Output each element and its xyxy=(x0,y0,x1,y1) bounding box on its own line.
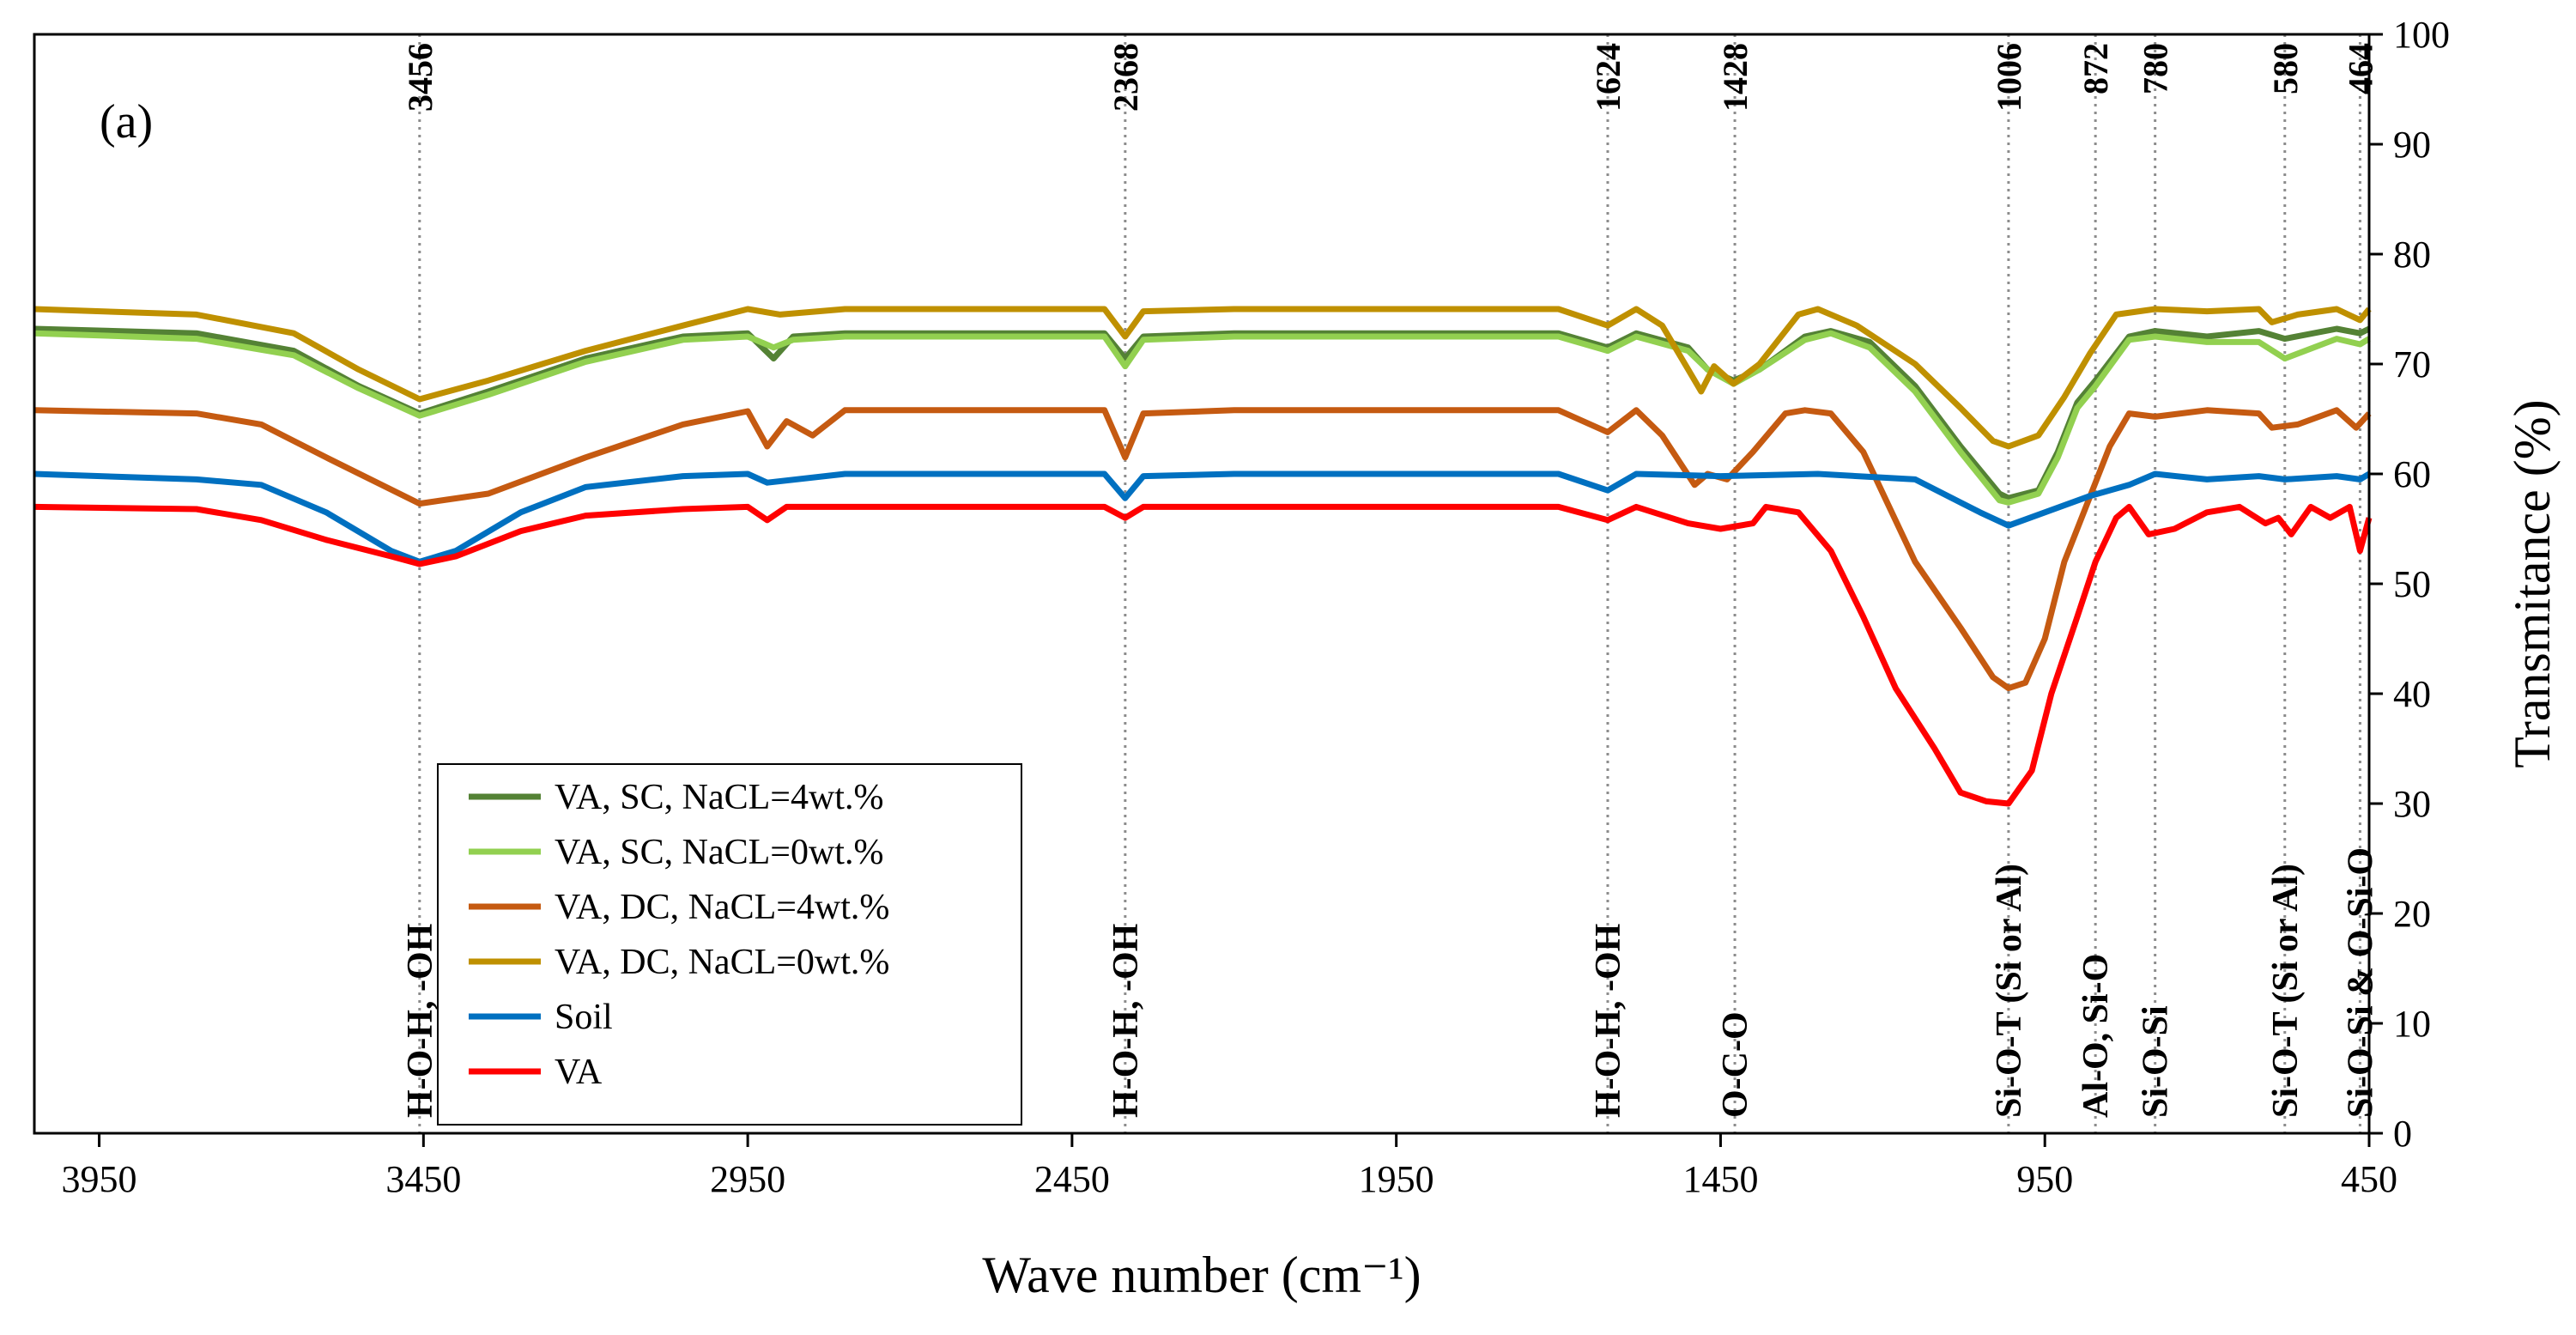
y-tick-label: 10 xyxy=(2393,1003,2431,1045)
x-tick-label: 1450 xyxy=(1682,1158,1758,1200)
legend-label: VA, DC, NaCL=0wt.% xyxy=(555,943,889,982)
series-line-5 xyxy=(33,503,2373,807)
x-tick-label: 1950 xyxy=(1359,1158,1434,1200)
group-label: H-O-H, -OH xyxy=(401,924,440,1118)
series-layer xyxy=(33,306,2373,807)
series-line-4 xyxy=(33,470,2371,565)
group-label: Si-O-T (Si or Al) xyxy=(2266,864,2306,1118)
y-axis-title: Transmitance (%) xyxy=(2504,399,2561,768)
y-tick-label: 90 xyxy=(2393,124,2431,166)
peak-label-1624: 1624 xyxy=(1589,43,1627,112)
x-tick-label: 450 xyxy=(2341,1158,2397,1200)
group-label: H-O-H, -OH xyxy=(1106,924,1146,1118)
x-tick-label: 2950 xyxy=(710,1158,785,1200)
peak-label-464: 464 xyxy=(2341,43,2379,94)
x-axis-title: Wave number (cm⁻¹) xyxy=(982,1247,1421,1303)
group-label: Si-O-Si & O-Si-O xyxy=(2341,847,2380,1118)
group-label: H-O-H, -OH xyxy=(1589,924,1628,1118)
peak-guide-lines xyxy=(418,34,2361,1133)
y-tick-label: 60 xyxy=(2393,453,2431,495)
group-label: Al-O, Si-O xyxy=(2076,954,2116,1118)
x-tick-label: 3450 xyxy=(385,1158,461,1200)
y-tick-label: 20 xyxy=(2393,893,2431,935)
y-tick-label: 40 xyxy=(2393,673,2431,715)
series-line-2 xyxy=(33,407,2372,692)
y-tick-label: 30 xyxy=(2393,783,2431,825)
x-axis: 3950 3450 2950 2450 1950 1450 950 450 xyxy=(62,1133,2397,1200)
x-tick-label: 950 xyxy=(2016,1158,2073,1200)
peak-label-580: 580 xyxy=(2266,43,2305,94)
peak-label-780: 780 xyxy=(2137,43,2175,94)
legend-label: VA, SC, NaCL=0wt.% xyxy=(555,833,883,872)
peak-label-3456: 3456 xyxy=(401,43,439,112)
peak-label-1006: 1006 xyxy=(1990,43,2028,112)
group-label: Si-O-T (Si or Al) xyxy=(1990,864,2029,1118)
series-line-1 xyxy=(33,330,2371,506)
y-tick-label: 50 xyxy=(2393,563,2431,605)
legend: VA, SC, NaCL=4wt.% VA, SC, NaCL=0wt.% VA, … xyxy=(437,763,1022,1126)
peak-labels: 3456 2368 1624 1428 1006 872 780 580 464 xyxy=(401,43,2380,112)
panel-label: (a) xyxy=(100,95,153,149)
y-tick-label: 0 xyxy=(2393,1113,2412,1155)
y-tick-label: 100 xyxy=(2393,14,2450,56)
y-tick-label: 70 xyxy=(2393,343,2431,385)
legend-box xyxy=(437,763,1022,1126)
x-tick-label: 2450 xyxy=(1034,1158,1110,1200)
x-tick-label: 3950 xyxy=(62,1158,137,1200)
peak-label-872: 872 xyxy=(2076,43,2115,94)
legend-label: VA, DC, NaCL=4wt.% xyxy=(555,888,889,927)
legend-label: VA xyxy=(555,1053,603,1092)
series-line-3 xyxy=(33,306,2372,450)
group-labels: H-O-H, -OH H-O-H, -OH H-O-H, -OH O-C-O Si-O-… xyxy=(401,847,2381,1118)
y-axis: 0 10 20 30 40 50 60 70 80 90 100 xyxy=(2369,14,2450,1155)
legend-label: VA, SC, NaCL=4wt.% xyxy=(555,778,883,817)
legend-label: Soil xyxy=(555,998,613,1037)
peak-label-1428: 1428 xyxy=(1716,43,1755,112)
group-label: Si-O-Si xyxy=(2137,1005,2176,1118)
peak-label-2368: 2368 xyxy=(1106,43,1145,112)
y-tick-label: 80 xyxy=(2393,234,2431,276)
group-label: O-C-O xyxy=(1716,1011,1755,1118)
